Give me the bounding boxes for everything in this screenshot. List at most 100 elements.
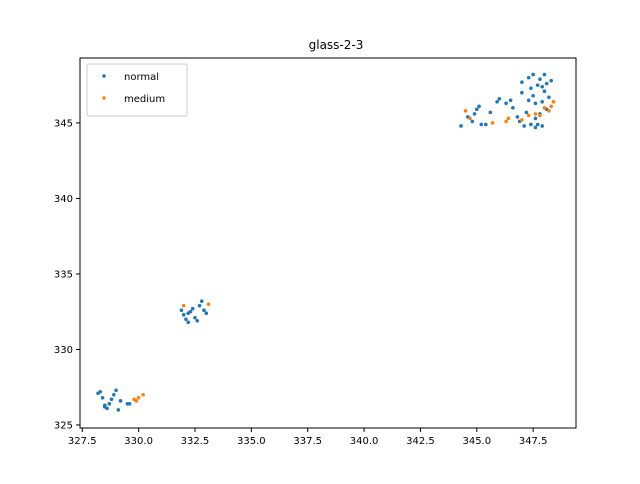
legend-marker-medium <box>102 96 106 100</box>
point-normal-10 <box>118 399 123 403</box>
point-normal-33 <box>479 122 484 127</box>
point-normal-26 <box>186 311 191 316</box>
point-normal-2 <box>100 396 105 400</box>
point-normal-15 <box>181 312 186 317</box>
point-normal-43 <box>520 90 524 95</box>
point-normal-56 <box>535 83 540 87</box>
point-normal-55 <box>535 122 540 127</box>
point-normal-50 <box>529 86 533 90</box>
y-tick-label: 325 <box>54 420 73 431</box>
point-normal-65 <box>547 95 551 100</box>
point-normal-31 <box>475 107 479 112</box>
point-medium-5 <box>206 302 211 306</box>
point-medium-11 <box>520 118 524 122</box>
legend-box <box>86 63 188 117</box>
point-normal-6 <box>109 397 114 402</box>
x-tick-label: 342.5 <box>406 436 435 447</box>
point-normal-45 <box>522 124 526 128</box>
point-medium-14 <box>538 113 542 118</box>
point-normal-16 <box>184 317 188 322</box>
legend-label-normal: normal <box>124 72 159 83</box>
point-normal-53 <box>533 116 538 121</box>
y-tick-label: 330 <box>54 345 73 356</box>
point-normal-61 <box>542 89 547 94</box>
point-medium-15 <box>542 106 547 110</box>
point-normal-68 <box>540 84 544 89</box>
point-normal-37 <box>497 96 502 101</box>
point-normal-12 <box>127 402 132 406</box>
legend-marker-normal <box>102 74 106 78</box>
point-normal-21 <box>195 318 200 323</box>
point-normal-36 <box>495 100 499 104</box>
point-medium-13 <box>533 112 538 116</box>
point-normal-38 <box>504 101 508 106</box>
point-medium-16 <box>547 109 551 113</box>
point-normal-52 <box>531 72 535 77</box>
x-tick-label: 332.5 <box>181 436 210 447</box>
point-medium-10 <box>506 116 511 121</box>
x-tick-label: 345.0 <box>462 436 491 447</box>
point-normal-47 <box>526 98 531 103</box>
point-normal-54 <box>533 101 538 106</box>
y-tick-label: 340 <box>54 194 73 205</box>
y-tick-label: 345 <box>54 118 73 129</box>
x-tick-label: 335.0 <box>237 436 266 447</box>
point-medium-4 <box>181 303 186 308</box>
x-tick-label: 330.0 <box>124 436 153 447</box>
point-normal-44 <box>520 80 524 84</box>
point-normal-1 <box>98 389 103 394</box>
point-normal-62 <box>542 72 547 77</box>
point-normal-29 <box>470 119 475 124</box>
x-tick-label: 340.0 <box>350 436 379 447</box>
y-axis: 325 330 335 340 345 <box>54 118 80 431</box>
point-normal-59 <box>540 124 544 128</box>
chart-title: glass-2-3 <box>309 38 364 52</box>
point-medium-3 <box>141 392 145 397</box>
legend: normal medium <box>86 63 188 117</box>
point-normal-23 <box>199 299 204 303</box>
point-normal-30 <box>472 112 477 116</box>
x-tick-label: 327.5 <box>68 436 97 447</box>
point-normal-64 <box>544 81 549 86</box>
x-tick-label: 337.5 <box>293 436 322 447</box>
point-medium-17 <box>549 104 553 109</box>
y-tick-label: 335 <box>54 269 73 280</box>
point-normal-67 <box>533 125 538 130</box>
x-axis: 327.5 330.0 332.5 335.0 337.5 340.0 342.5 345.0… <box>68 428 548 447</box>
point-medium-2 <box>136 396 141 400</box>
point-normal-27 <box>459 124 463 128</box>
point-normal-51 <box>531 93 535 98</box>
legend-label-medium: medium <box>124 94 165 105</box>
point-normal-32 <box>477 104 481 109</box>
point-normal-5 <box>107 402 112 406</box>
point-normal-46 <box>524 110 529 115</box>
point-normal-19 <box>190 306 195 311</box>
point-medium-12 <box>526 113 531 118</box>
point-medium-8 <box>490 121 495 125</box>
point-normal-49 <box>529 122 533 127</box>
point-normal-66 <box>549 78 553 83</box>
point-normal-9 <box>116 408 121 412</box>
point-normal-34 <box>484 122 488 127</box>
point-normal-39 <box>508 98 513 103</box>
point-normal-17 <box>186 320 191 325</box>
point-normal-7 <box>112 392 116 397</box>
point-normal-22 <box>197 303 202 308</box>
point-normal-8 <box>114 388 118 393</box>
point-medium-6 <box>463 109 468 113</box>
point-normal-60 <box>540 100 544 104</box>
point-medium-18 <box>551 100 556 104</box>
point-normal-20 <box>193 315 197 320</box>
point-normal-48 <box>526 75 531 80</box>
point-normal-24 <box>202 308 206 313</box>
points-layer <box>96 72 556 412</box>
point-normal-14 <box>179 308 184 313</box>
point-normal-35 <box>488 110 493 115</box>
point-normal-41 <box>515 115 520 119</box>
x-tick-label: 347.5 <box>519 436 548 447</box>
point-medium-7 <box>468 116 472 121</box>
point-normal-13 <box>103 405 107 409</box>
point-normal-25 <box>204 311 209 316</box>
